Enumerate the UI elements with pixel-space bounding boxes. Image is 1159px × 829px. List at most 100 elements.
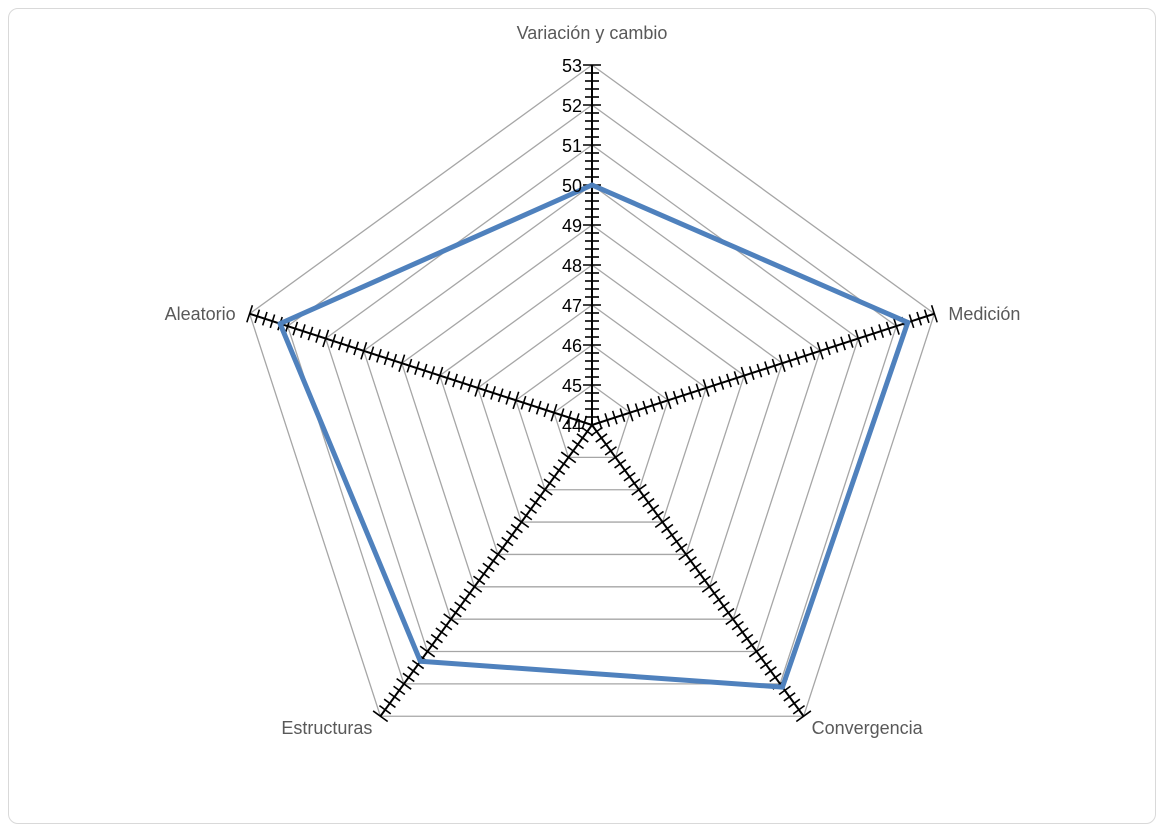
axis-tick-3-1 (581, 426, 594, 437)
axis-tick-3-8 (548, 472, 561, 482)
axis-tick-1-25 (778, 354, 786, 373)
chart-frame (8, 8, 1156, 824)
axis-tick-4-37 (307, 326, 314, 341)
data-point-0-3 (417, 658, 423, 664)
axis-tick-4-31 (353, 341, 360, 356)
axis-tick-1-2 (604, 413, 611, 427)
category-label-4: Aleatorio (165, 304, 236, 324)
gridline-8 (286, 104, 898, 685)
axis-tick-3-38 (407, 666, 420, 676)
axis-tick-2-24 (698, 575, 711, 586)
axis-spoke-4 (249, 312, 593, 426)
axis-tick-1-20 (740, 366, 748, 385)
axis-tick-4-36 (315, 329, 322, 343)
axis-tick-4-3 (566, 410, 573, 425)
axis-tick-2-42 (783, 692, 796, 702)
axis-tick-4-20 (436, 366, 444, 385)
axis-tick-3-14 (520, 510, 533, 521)
axis-tick-2-13 (646, 504, 660, 514)
tick-label-2: 46 (562, 336, 582, 356)
category-label-2: Convergencia (812, 718, 924, 738)
axis-tick-1-30 (816, 342, 824, 360)
axis-tick-2-32 (736, 627, 749, 637)
category-label-3: Estructuras (281, 718, 372, 738)
axis-tick-3-45 (372, 710, 389, 723)
tick-label-9: 53 (562, 56, 582, 76)
axis-tick-3-44 (378, 705, 392, 715)
axis-tick-2-11 (637, 491, 650, 501)
axis-tick-3-16 (510, 523, 523, 534)
axis-tick-4-44 (254, 309, 261, 324)
tick-label-0: 44 (562, 416, 582, 436)
axis-tick-4-25 (398, 354, 406, 373)
data-point-0-2 (779, 684, 785, 690)
axis-tick-2-33 (741, 633, 754, 644)
axis-spoke-2 (591, 424, 805, 717)
tick-label-4: 48 (562, 256, 582, 276)
axis-tick-3-6 (557, 459, 570, 469)
axis-tick-4-13 (490, 385, 497, 400)
axis-tick-3-15 (513, 516, 530, 529)
axis-tick-4-28 (376, 348, 382, 363)
axis-tick-4-32 (345, 338, 352, 353)
axis-tick-1-16 (710, 378, 717, 393)
axis-tick-2-14 (651, 510, 664, 521)
axis-tick-4-7 (535, 400, 542, 415)
axis-tick-4-15 (474, 379, 482, 397)
axis-tick-3-28 (454, 601, 467, 611)
axis-tick-4-42 (269, 314, 276, 329)
axis-tick-4-24 (406, 358, 413, 373)
axis-tick-2-37 (759, 659, 773, 670)
axis-tick-2-16 (661, 523, 674, 534)
axis-tick-4-12 (497, 388, 504, 403)
axis-tick-1-22 (756, 363, 763, 378)
axis-tick-4-27 (383, 351, 390, 366)
axis-tick-3-5 (560, 451, 577, 464)
axis-tick-1-39 (885, 321, 892, 336)
axis-tick-3-42 (388, 692, 401, 702)
axis-tick-3-13 (524, 504, 538, 514)
gridline-1 (553, 384, 631, 459)
axis-tick-2-19 (675, 543, 688, 553)
axis-tick-3-20 (490, 548, 506, 561)
axis-tick-4-4 (558, 408, 565, 423)
axis-tick-4-8 (528, 398, 535, 413)
axis-tick-4-39 (292, 321, 299, 336)
axis-tick-1-26 (786, 353, 793, 368)
axis-tick-2-25 (701, 580, 718, 593)
tick-label-5: 49 (562, 216, 582, 236)
axis-tick-3-35 (419, 645, 436, 658)
axis-tick-2-12 (642, 497, 655, 508)
axis-spoke-3 (379, 424, 593, 717)
axis-tick-2-39 (769, 672, 782, 683)
axis-tick-4-21 (429, 366, 436, 380)
axis-tick-1-38 (878, 324, 885, 338)
axis-tick-3-12 (529, 497, 542, 508)
axis-tick-4-34 (330, 334, 337, 348)
axis-tick-4-38 (299, 324, 306, 338)
axis-tick-1-28 (802, 348, 808, 363)
axis-tick-3-37 (411, 659, 425, 670)
axis-tick-4-17 (459, 376, 466, 390)
grid-layer (248, 64, 936, 717)
axis-tick-2-18 (670, 536, 683, 547)
category-label-0: Variación y cambio (517, 23, 668, 43)
axis-tick-2-27 (712, 594, 726, 605)
series-line-0 (277, 182, 911, 690)
axis-tick-2-34 (745, 640, 759, 650)
tick-label-6: 50 (562, 176, 582, 196)
axis-tick-1-32 (832, 338, 839, 353)
tick-label-8: 52 (562, 96, 582, 116)
axis-tick-2-26 (708, 588, 721, 599)
axis-tick-2-3 (599, 439, 613, 450)
axis-tick-2-43 (788, 698, 801, 709)
axis-tick-1-8 (649, 398, 656, 413)
axis-tick-3-34 (425, 640, 439, 650)
axis-tick-2-4 (604, 446, 617, 456)
axis-tick-1-44 (923, 309, 930, 324)
axis-tick-2-5 (607, 451, 624, 464)
axis-tick-4-2 (573, 413, 580, 427)
axis-tick-1-36 (862, 329, 869, 343)
data-point-0-0 (589, 182, 595, 188)
